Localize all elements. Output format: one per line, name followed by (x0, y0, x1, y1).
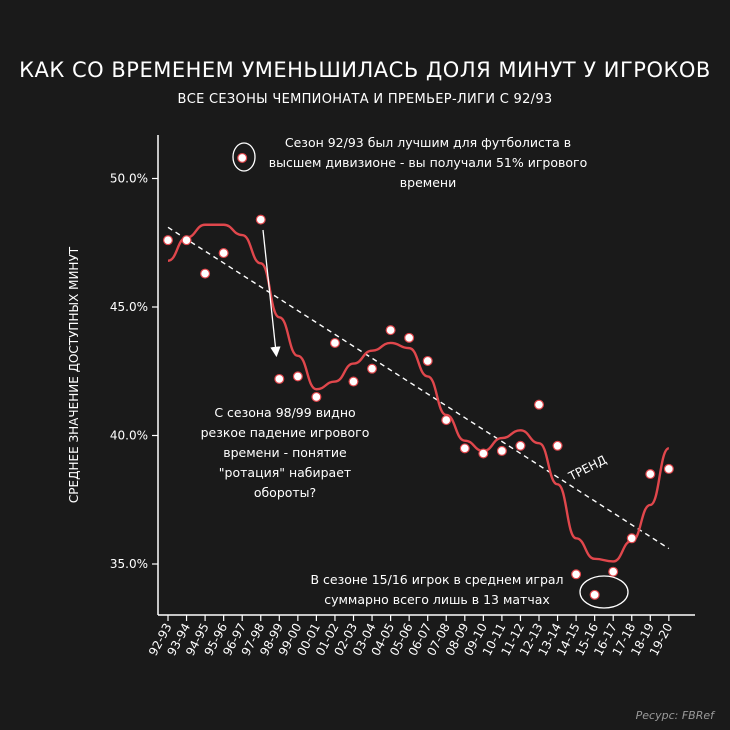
y-tick-label: 40.0% (110, 429, 148, 443)
data-point (329, 337, 340, 348)
annotation-line: С сезона 98/99 видно (214, 405, 355, 420)
data-point (237, 152, 248, 163)
y-tick-label: 35.0% (110, 557, 148, 571)
y-tick-label: 45.0% (110, 300, 148, 314)
data-point (571, 569, 582, 580)
annotation-line: резкое падение игрового (201, 425, 370, 440)
data-point (459, 443, 470, 454)
data-point (608, 566, 619, 577)
data-point (200, 268, 211, 279)
data-point (274, 373, 285, 384)
annotation-line: "ротация" набирает (219, 465, 351, 480)
data-point (496, 445, 507, 456)
data-point (663, 463, 674, 474)
annotation-line: времени (400, 175, 456, 190)
annotation-line: времени - понятие (223, 445, 347, 460)
annotation-line: высшем дивизионе - вы получали 51% игров… (269, 155, 587, 170)
source-note: Ресурс: FBRef (635, 709, 714, 722)
chart-title: КАК СО ВРЕМЕНЕМ УМЕНЬШИЛАСЬ ДОЛЯ МИНУТ У… (19, 58, 711, 82)
trend-label: ТРЕНД (565, 453, 608, 484)
data-point (478, 448, 489, 459)
data-point (181, 235, 192, 246)
annotation-arrow (262, 229, 281, 358)
data-point (645, 469, 656, 480)
data-point (589, 589, 600, 600)
data-point (348, 376, 359, 387)
annotation-line: обороты? (254, 485, 316, 500)
annotation-9899: С сезона 98/99 видно резкое падение игро… (201, 405, 370, 500)
trend-line (167, 226, 670, 550)
annotation-9293: Сезон 92/93 был лучшим для футболиста в … (269, 135, 587, 190)
data-point (292, 371, 303, 382)
highlight-ellipse-1516 (579, 575, 629, 609)
data-point (367, 363, 378, 374)
highlight-ellipse-9293 (232, 142, 256, 172)
data-point (404, 332, 415, 343)
y-axis-label: СРЕДНЕЕ ЗНАЧЕНИЕ ДОСТУПНЫХ МИНУТ (67, 246, 81, 503)
data-point (163, 235, 174, 246)
data-point (515, 440, 526, 451)
y-tick-label: 50.0% (110, 172, 148, 186)
data-point (533, 399, 544, 410)
annotation-1516: В сезоне 15/16 игрок в среднем играл сум… (310, 572, 563, 607)
data-point (385, 325, 396, 336)
chart-subtitle: ВСЕ СЕЗОНЫ ЧЕМПИОНАТА И ПРЕМЬЕР-ЛИГИ С 9… (177, 92, 553, 107)
annotation-line: суммарно всего лишь в 13 матчах (324, 592, 550, 607)
data-point (218, 248, 229, 259)
data-point (311, 391, 322, 402)
annotation-line: В сезоне 15/16 игрок в среднем играл (310, 572, 563, 587)
data-point (422, 355, 433, 366)
annotation-line: Сезон 92/93 был лучшим для футболиста в (285, 135, 571, 150)
data-point (255, 214, 266, 225)
data-point (552, 440, 563, 451)
data-point (441, 415, 452, 426)
data-point (626, 533, 637, 544)
series-line (167, 223, 670, 563)
